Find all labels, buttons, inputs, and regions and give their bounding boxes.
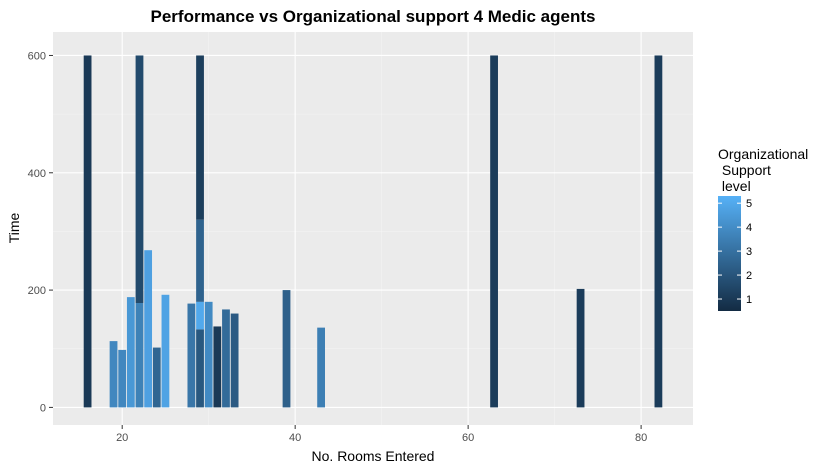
legend: Organizational Support level 1 2 3 4 5 [718, 146, 808, 311]
x-tick-label: 40 [289, 432, 301, 444]
bar-segment [144, 250, 153, 408]
bar-segment [490, 55, 498, 408]
y-axis-title: Time [6, 212, 22, 243]
bar-segment [204, 301, 213, 408]
legend-ticks: 1 2 3 4 5 [718, 198, 752, 306]
x-tick-label: 60 [462, 432, 474, 444]
bar-segment [135, 302, 144, 408]
legend-tick-label: 2 [746, 270, 752, 282]
bar-segment [196, 301, 204, 330]
bar-segment [152, 347, 161, 408]
legend-tick-label: 3 [746, 246, 752, 258]
y-tick-label: 400 [28, 168, 46, 180]
bar-segment [187, 303, 196, 408]
bar-segment [109, 341, 118, 408]
bar-segment [317, 327, 325, 408]
legend-tick-label: 1 [746, 294, 752, 306]
bar-segment [161, 294, 170, 408]
bar-segment [196, 55, 204, 220]
bar-segment [213, 326, 222, 408]
bar-segment [654, 55, 663, 408]
legend-title-line-1: Organizational [718, 146, 808, 162]
bar-segment [83, 55, 92, 408]
y-axis: 0 200 400 600 [28, 50, 53, 414]
bar-segment [118, 349, 127, 408]
bar-segment [576, 288, 585, 408]
legend-tick-label: 4 [746, 222, 752, 234]
bar-segment [282, 290, 291, 408]
legend-title-line-2: Support [718, 162, 771, 178]
bar-segment [196, 219, 204, 302]
legend-tick-label: 5 [746, 198, 752, 210]
major-grid [53, 32, 693, 425]
bars [83, 55, 663, 408]
bar-segment [222, 309, 230, 408]
bar-segment [196, 329, 204, 408]
bar-segment [126, 297, 135, 408]
x-tick-label: 80 [635, 432, 647, 444]
legend-title-line-3: level [718, 178, 751, 194]
x-axis-title: No. Rooms Entered [312, 448, 435, 464]
legend-colorbar [718, 196, 741, 311]
y-tick-label: 0 [40, 402, 46, 414]
x-tick-label: 20 [116, 432, 128, 444]
y-tick-label: 200 [28, 285, 46, 297]
bar-segment [135, 55, 144, 303]
x-axis: 20 40 60 80 [116, 425, 647, 444]
chart-title: Performance vs Organizational support 4 … [151, 7, 596, 26]
y-tick-label: 600 [28, 50, 46, 62]
bar-segment [230, 313, 239, 408]
